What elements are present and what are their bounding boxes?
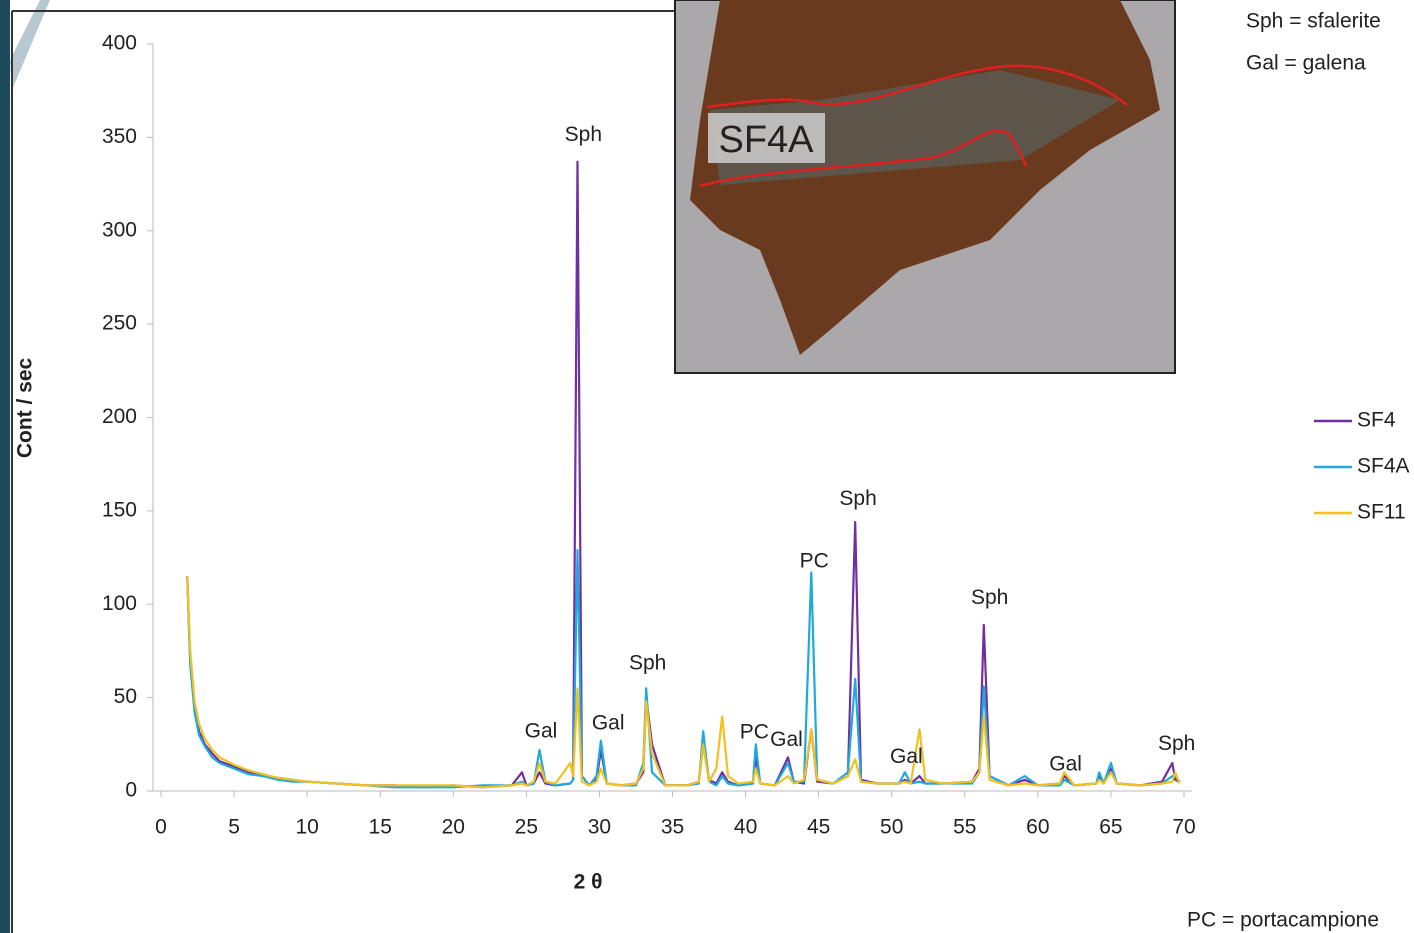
x-tick-label: 40 (734, 816, 757, 839)
annotation: Gal (525, 720, 558, 743)
annotation: Gal (770, 728, 803, 751)
x-tick-label: 15 (369, 816, 392, 839)
legend-label: SF4 (1357, 409, 1396, 432)
annotation: Gal (890, 745, 923, 768)
note: Sph = sfalerite (1246, 10, 1381, 33)
page: SF4A Sph = sfalerite Gal = galena PC = p… (0, 0, 1414, 933)
y-tick-label: 100 (102, 592, 137, 615)
x-tick-label: 65 (1099, 816, 1122, 839)
y-tick-label: 0 (125, 779, 137, 802)
y-tick-label: 50 (114, 685, 137, 708)
slide-decoration (0, 0, 10, 933)
note: PC = portacampione (1187, 909, 1379, 932)
x-tick-label: 35 (661, 816, 684, 839)
annotation: Sph (971, 586, 1008, 609)
series-line (187, 550, 1179, 787)
annotation: Sph (839, 487, 876, 510)
note: Gal = galena (1246, 52, 1366, 75)
slide-decoration (10, 0, 50, 90)
chart: SF4A Sph = sfalerite Gal = galena PC = p… (0, 0, 1414, 933)
series-line (187, 576, 1179, 787)
annotation: PC (740, 721, 769, 744)
x-tick-label: 50 (880, 816, 903, 839)
annotation: PC (800, 550, 829, 573)
y-tick-label: 350 (102, 125, 137, 148)
inset-photo: SF4A (675, 0, 1175, 373)
x-tick-label: 55 (953, 816, 976, 839)
x-axis-label: 2 θ (574, 871, 603, 894)
legend-label: SF4A (1357, 455, 1410, 478)
y-tick-label: 150 (102, 498, 137, 521)
x-tick-label: 60 (1026, 816, 1049, 839)
inset-label: SF4A (718, 119, 814, 161)
annotation: Sph (1158, 732, 1195, 755)
x-tick-label: 30 (588, 816, 611, 839)
y-tick-label: 200 (102, 405, 137, 428)
x-tick-label: 25 (515, 816, 538, 839)
y-tick-label: 400 (102, 32, 137, 55)
annotation: Sph (565, 123, 602, 146)
annotation: Gal (592, 711, 625, 734)
legend-label: SF11 (1357, 501, 1406, 524)
x-tick-label: 20 (442, 816, 465, 839)
annotation: Sph (629, 652, 666, 675)
y-axis-label: Cont / sec (14, 358, 37, 459)
y-tick-label: 250 (102, 312, 137, 335)
x-tick-label: 5 (228, 816, 240, 839)
x-tick-label: 0 (155, 816, 167, 839)
x-tick-label: 70 (1172, 816, 1195, 839)
annotation: Gal (1049, 752, 1082, 775)
y-tick-label: 300 (102, 218, 137, 241)
x-tick-label: 45 (807, 816, 830, 839)
x-tick-label: 10 (295, 816, 318, 839)
